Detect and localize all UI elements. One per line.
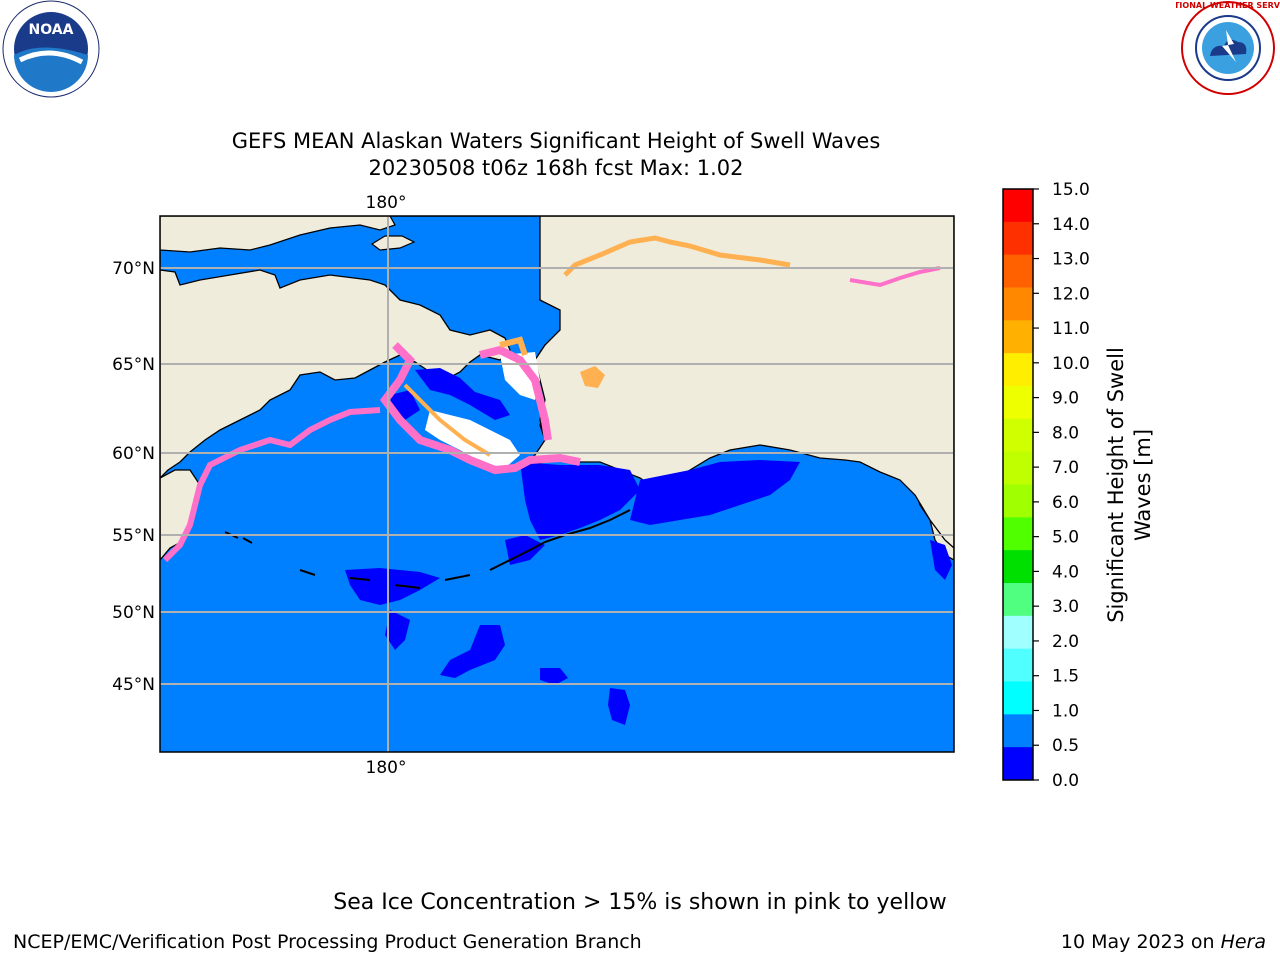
map-area [160, 216, 954, 752]
colorbar-swatch [1003, 451, 1033, 485]
colorbar-swatch [1003, 484, 1033, 518]
colorbar-tick-label: 0.5 [1052, 736, 1079, 756]
colorbar-swatch [1003, 254, 1033, 288]
sea-ice-edge-west [162, 407, 381, 563]
noaa-logo-text: NOAA [29, 22, 74, 38]
colorbar-tick-label: 7.0 [1052, 458, 1079, 478]
credit-date: 10 May 2023 on [1060, 931, 1221, 953]
sea-ice-note: Sea Ice Concentration > 15% is shown in … [333, 890, 947, 915]
colorbar-swatch [1003, 320, 1033, 354]
colorbar-frame [1002, 188, 1034, 781]
sea-ice-patch-chukchi [580, 366, 605, 388]
colorbar-swatch [1003, 583, 1033, 617]
lon-label-bottom: 180° [366, 758, 407, 778]
sea-ice-edge-arctic-2 [849, 266, 941, 288]
aleutian-chain [299, 509, 631, 589]
low-swell-patch-2 [385, 610, 410, 650]
colorbar-tick-label: 2.0 [1052, 632, 1079, 652]
lat-labels: 70°N 65°N 60°N 55°N 50°N 45°N [112, 259, 155, 695]
low-swell-norton [415, 368, 510, 420]
colorbar-tick-label: 13.0 [1052, 250, 1090, 270]
colorbar-swatch [1003, 550, 1033, 584]
colorbar-tick-label: 9.0 [1052, 389, 1079, 409]
colorbar-swatch [1003, 714, 1033, 748]
colorbar-tick-label: 5.0 [1052, 528, 1079, 548]
lat-label-65: 65°N [112, 355, 155, 375]
colorbar-swatch [1003, 747, 1033, 781]
colorbar-swatch [1003, 517, 1033, 551]
low-swell-gulf [630, 460, 800, 525]
lon-label-top: 180° [366, 193, 407, 213]
map-frame [159, 215, 955, 753]
sea-ice-edge-norton [479, 345, 552, 441]
colorbar-tick-label: 12.0 [1052, 284, 1090, 304]
chart-title-line2: 20230508 t06z 168h fcst Max: 1.02 [368, 156, 744, 180]
lat-label-45: 45°N [112, 675, 155, 695]
colorbar-swatch [1003, 353, 1033, 387]
low-swell-patch-1 [440, 625, 505, 678]
colorbar-tick-label: 6.0 [1052, 493, 1079, 513]
noaa-logo: NOAA [2, 0, 100, 98]
graticule [160, 216, 954, 752]
colorbar-tick-label: 0.0 [1052, 771, 1079, 791]
colorbar-label-line2: Waves [m] [1131, 429, 1155, 541]
land-island [370, 235, 416, 251]
nws-logo: NATIONAL WEATHER SERVICE [1176, 1, 1280, 95]
colorbar-tick-label: 4.0 [1052, 562, 1079, 582]
colorbar-swatch [1003, 189, 1033, 223]
colorbar-tick-label: 8.0 [1052, 423, 1079, 443]
lat-label-50: 50°N [112, 603, 155, 623]
colorbar-swatch [1003, 221, 1033, 256]
credit-left: NCEP/EMC/Verification Post Processing Pr… [13, 931, 642, 953]
colorbar-tick-label: 3.0 [1052, 597, 1079, 617]
colorbar-swatch [1003, 386, 1033, 420]
nws-logo-text: NATIONAL WEATHER SERVICE [1176, 1, 1280, 10]
sea-ice-edge-bering [380, 342, 581, 475]
colorbar-tick-label: 15.0 [1052, 180, 1090, 200]
colorbar-tick-label: 10.0 [1052, 354, 1090, 374]
colorbar-swatch [1003, 615, 1033, 650]
colorbar-swatch [1003, 648, 1033, 682]
colorbar-tick-label: 1.5 [1052, 667, 1079, 687]
low-swell-se [930, 540, 952, 580]
low-swell-patch-3 [608, 688, 630, 725]
sea-ice-edge-bering-inner [403, 383, 492, 457]
colorbar-swatch [1003, 287, 1033, 321]
low-swell-patch-4 [540, 668, 568, 685]
low-swell-aleutians [345, 568, 440, 605]
land-chukotka-tip [160, 216, 396, 253]
colorbar-tick-label: 1.0 [1052, 701, 1079, 721]
low-swell-bristol [520, 462, 640, 540]
colorbar-label-line1: Significant Height of Swell [1104, 347, 1128, 623]
colorbar-swatch [1003, 681, 1033, 715]
sea-ice-edge-yellow [499, 336, 528, 356]
colorbar: 15.0 14.0 13.0 12.0 11.0 10.0 9.0 8.0 7.0 6.0 5.0 4… [1002, 180, 1090, 791]
sea-ice-edge-arctic [563, 235, 791, 277]
colorbar-swatch [1003, 418, 1033, 453]
credit-host: Hera [1220, 931, 1266, 953]
lat-label-70: 70°N [112, 259, 155, 279]
lat-label-60: 60°N [112, 444, 155, 464]
colorbar-tick-label: 14.0 [1052, 215, 1090, 235]
credit-right: 10 May 2023 on Hera [1061, 931, 1266, 953]
colorbar-tick-label: 11.0 [1052, 319, 1090, 339]
lat-label-55: 55°N [112, 526, 155, 546]
chart-title-line1: GEFS MEAN Alaskan Waters Significant Hei… [231, 129, 881, 153]
